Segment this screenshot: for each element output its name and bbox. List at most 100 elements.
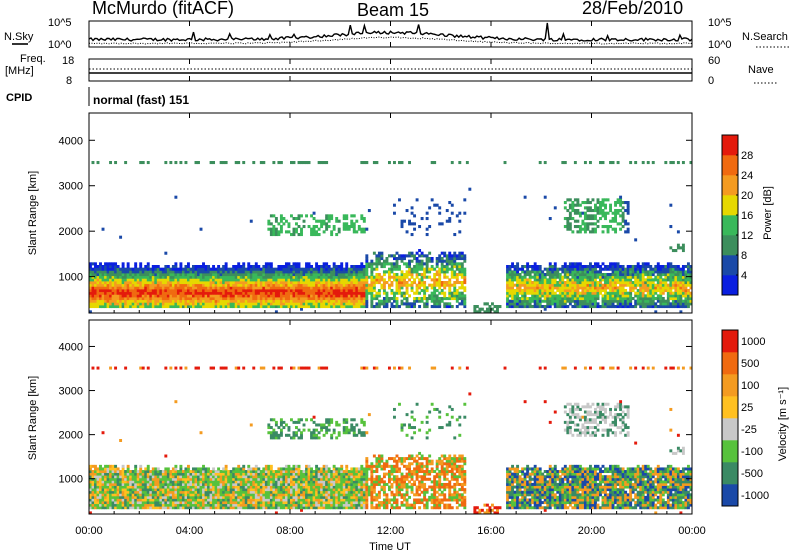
heatmap-cell — [602, 204, 605, 207]
heatmap-cell — [272, 225, 275, 228]
heatmap-cell — [604, 300, 607, 303]
heatmap-cell — [202, 486, 205, 489]
heatmap-cell — [511, 281, 514, 284]
heatmap-cell — [295, 286, 298, 289]
heatmap-cell — [232, 292, 235, 295]
heatmap-cell — [609, 305, 612, 308]
heatmap-cell — [396, 262, 399, 265]
heatmap-cell — [614, 220, 617, 223]
heatmap-cell — [617, 270, 620, 273]
heatmap-cell — [308, 161, 311, 164]
heatmap-cell — [154, 286, 157, 289]
heatmap-cell — [205, 467, 208, 470]
heatmap-cell — [373, 278, 376, 281]
heatmap-cell — [687, 273, 690, 276]
heatmap-cell — [355, 270, 358, 273]
heatmap-cell — [240, 297, 243, 300]
heatmap-cell — [205, 292, 208, 295]
heatmap-cell — [147, 284, 150, 287]
heatmap-cell — [139, 305, 142, 308]
heatmap-cell — [197, 478, 200, 481]
heatmap-cell — [669, 225, 672, 228]
heatmap-cell — [215, 488, 218, 491]
heatmap-cell — [551, 286, 554, 289]
heatmap-cell — [536, 273, 539, 276]
heatmap-cell — [398, 281, 401, 284]
heatmap-cell — [162, 300, 165, 303]
heatmap-cell — [325, 294, 328, 297]
heatmap-cell — [227, 486, 230, 489]
heatmap-cell — [365, 305, 368, 308]
heatmap-cell — [122, 491, 125, 494]
heatmap-cell — [184, 305, 187, 308]
heatmap-cell — [94, 483, 97, 486]
heatmap-cell — [197, 268, 200, 271]
heatmap-cell — [597, 212, 600, 215]
heatmap-cell — [94, 270, 97, 273]
heatmap-cell — [521, 300, 524, 303]
heatmap-cell — [257, 302, 260, 305]
heatmap-cell — [99, 278, 102, 281]
heatmap-cell — [463, 305, 466, 308]
heatmap-cell — [365, 161, 368, 164]
heatmap-cell — [308, 270, 311, 273]
heatmap-cell — [370, 268, 373, 271]
heatmap-cell — [340, 278, 343, 281]
heatmap-cell — [514, 297, 517, 300]
heatmap-cell — [398, 276, 401, 279]
heatmap-cell — [564, 268, 567, 271]
heatmap-cell — [607, 276, 610, 279]
heatmap-cell — [602, 294, 605, 297]
heatmap-cell — [144, 498, 147, 501]
heatmap-cell — [122, 273, 125, 276]
heatmap-cell — [330, 276, 333, 279]
heatmap-cell — [519, 281, 522, 284]
heatmap-cell — [149, 270, 152, 273]
heatmap-cell — [187, 504, 190, 507]
heatmap-cell — [227, 470, 230, 473]
heatmap-cell — [92, 161, 95, 164]
heatmap-cell — [147, 265, 150, 268]
heatmap-cell — [149, 483, 152, 486]
heatmap-cell — [197, 498, 200, 501]
heatmap-cell — [448, 252, 451, 255]
heatmap-cell — [516, 265, 519, 268]
heatmap-cell — [97, 475, 100, 478]
heatmap-cell — [260, 278, 263, 281]
heatmap-cell — [237, 284, 240, 287]
heatmap-cell — [428, 268, 431, 271]
heatmap-cell — [345, 286, 348, 289]
heatmap-cell — [154, 276, 157, 279]
heatmap-cell — [353, 302, 356, 305]
heatmap-cell — [217, 483, 220, 486]
heatmap-cell — [622, 220, 625, 223]
heatmap-cell — [463, 260, 466, 263]
heatmap-cell — [132, 302, 135, 305]
heatmap-cell — [109, 367, 112, 370]
heatmap-cell — [571, 262, 574, 265]
heatmap-cell — [227, 493, 230, 496]
heatmap-cell — [298, 284, 301, 287]
heatmap-cell — [227, 268, 230, 271]
heatmap-cell — [599, 270, 602, 273]
heatmap-cell — [293, 230, 296, 233]
cpid-label: CPID — [6, 92, 32, 104]
heatmap-cell — [659, 289, 662, 292]
heatmap-cell — [569, 228, 572, 231]
heatmap-cell — [127, 284, 130, 287]
heatmap-cell — [393, 273, 396, 276]
heatmap-cell — [109, 501, 112, 504]
heatmap-cell — [403, 276, 406, 279]
heatmap-cell — [644, 294, 647, 297]
heatmap-cell — [634, 268, 637, 271]
heatmap-cell — [556, 268, 559, 271]
heatmap-cell — [592, 297, 595, 300]
heatmap-cell — [207, 297, 210, 300]
heatmap-cell — [373, 268, 376, 271]
heatmap-cell — [551, 294, 554, 297]
heatmap-cell — [142, 292, 145, 295]
heatmap-cell — [654, 270, 657, 273]
heatmap-cell — [114, 467, 117, 470]
heatmap-cell — [674, 297, 677, 300]
heatmap-cell — [393, 300, 396, 303]
